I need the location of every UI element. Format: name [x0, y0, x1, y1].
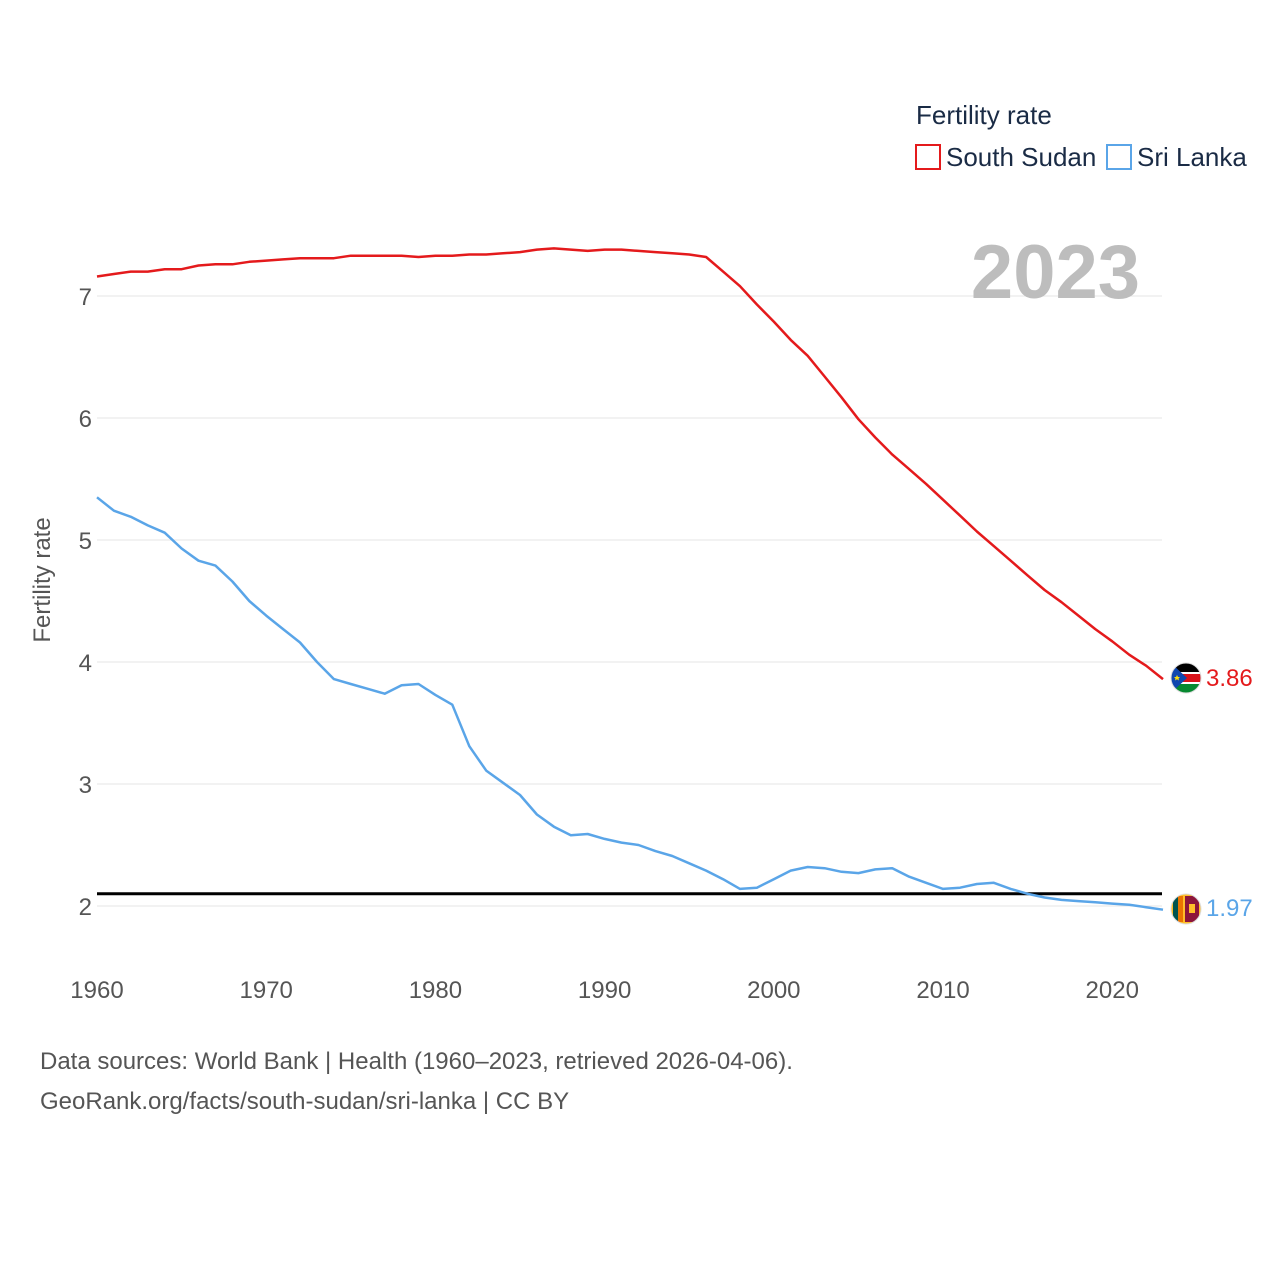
south-sudan-flag-border [1170, 662, 1202, 694]
south-sudan-end-value: 3.86 [1206, 665, 1253, 692]
footer: Data sources: World Bank | Health (1960–… [40, 1042, 793, 1122]
footer-sources: Data sources: World Bank | Health (1960–… [40, 1048, 793, 1075]
series-layer [96, 247, 1164, 911]
legend-title: Fertility rate [916, 100, 1052, 130]
y-tick-label: 4 [79, 650, 92, 677]
x-tick-label: 1960 [70, 977, 123, 1004]
footer-link[interactable]: GeoRank.org/facts/south-sudan/sri-lanka … [40, 1088, 570, 1115]
series-line-sri-lanka[interactable] [96, 496, 1164, 911]
sri-lanka-end-value: 1.97 [1206, 895, 1253, 922]
y-tick-label: 2 [79, 894, 92, 921]
x-tick-label: 2020 [1086, 977, 1139, 1004]
y-tick-label: 3 [79, 772, 92, 799]
y-axis-title: Fertility rate [29, 517, 56, 642]
legend: Fertility rate South Sudan Sri Lanka [915, 100, 1247, 172]
legend-swatch-sri-lanka[interactable] [1106, 144, 1132, 170]
year-watermark: 2023 [971, 230, 1140, 315]
legend-label-sri-lanka[interactable]: Sri Lanka [1137, 142, 1247, 172]
x-tick-label: 1970 [240, 977, 293, 1004]
sri-lanka-flag-border [1170, 893, 1202, 925]
x-tick-label: 2000 [747, 977, 800, 1004]
y-tick-label: 7 [79, 284, 92, 311]
y-tick-label: 6 [79, 406, 92, 433]
gridlines [97, 295, 1162, 907]
south-sudan-flag-icon [1171, 663, 1201, 693]
series-line-south-sudan[interactable] [96, 247, 1164, 681]
x-tick-label: 1980 [409, 977, 462, 1004]
x-tick-label: 2010 [916, 977, 969, 1004]
sri-lanka-flag-icon [1171, 894, 1201, 924]
y-axis: 2 3 4 5 6 7 [79, 284, 92, 921]
legend-label-south-sudan[interactable]: South Sudan [946, 142, 1096, 172]
x-tick-label: 1990 [578, 977, 631, 1004]
y-tick-label: 5 [79, 528, 92, 555]
x-axis: 1960 1970 1980 1990 2000 2010 2020 [70, 977, 1139, 1004]
legend-swatch-south-sudan[interactable] [915, 144, 941, 170]
